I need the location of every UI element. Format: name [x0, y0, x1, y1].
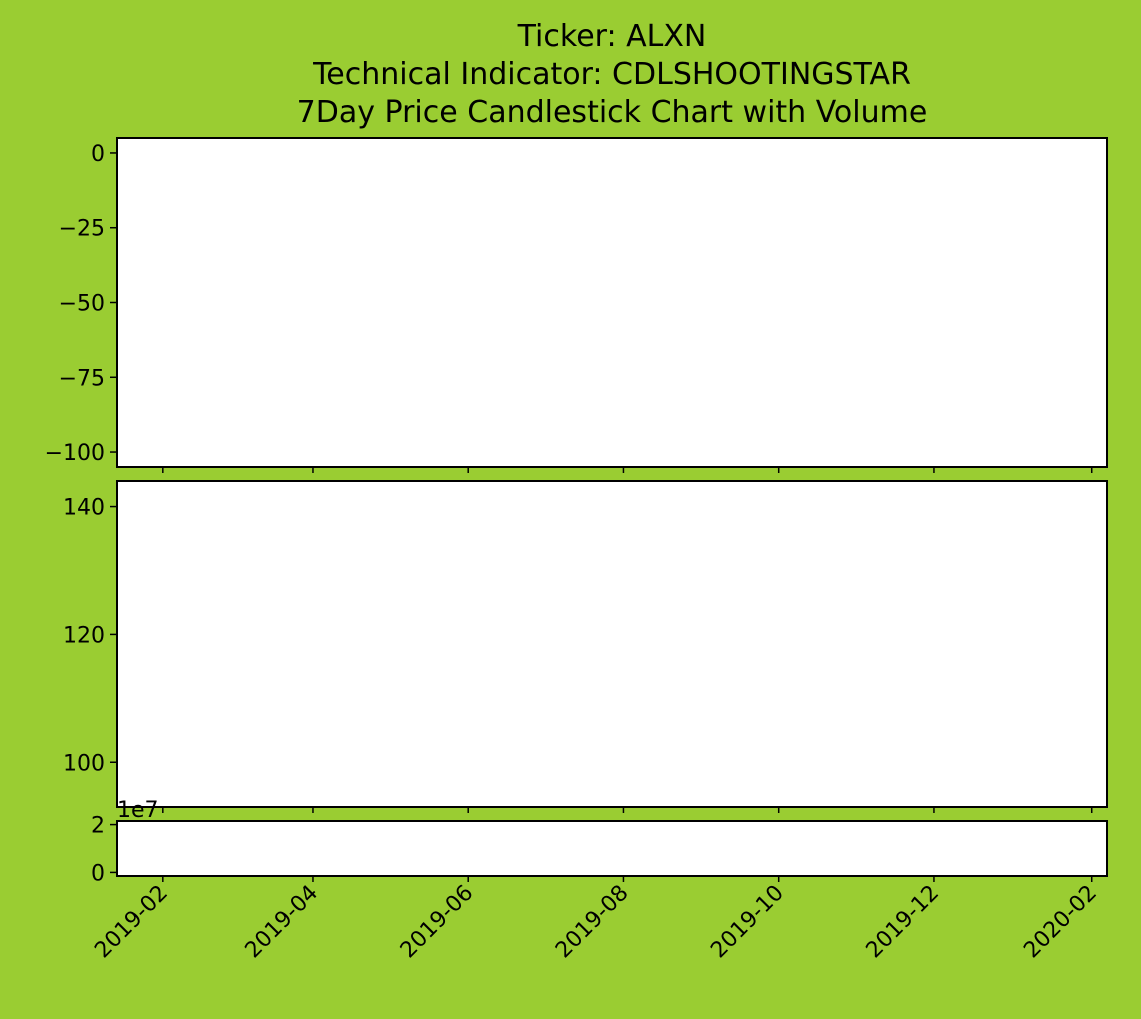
price-ytick-label: 140 — [63, 496, 105, 521]
indicator-ytick-label: −50 — [59, 292, 105, 317]
volume-ytick-label: 2 — [91, 814, 105, 839]
volume-frame — [116, 820, 1108, 877]
price-ytick-label: 100 — [63, 751, 105, 776]
price-frame — [116, 480, 1108, 808]
date-tick-label: 2019-04 — [241, 881, 324, 964]
price-ytick-label: 120 — [63, 623, 105, 648]
volume-ytick-label: 0 — [91, 861, 105, 886]
indicator-frame — [116, 137, 1108, 468]
date-axis: 2019-02 2019-04 2019-06 2019-08 2019-10 2019-… — [90, 881, 1102, 964]
indicator-ytick-label: −100 — [45, 441, 105, 466]
date-tick-label: 2019-10 — [706, 881, 789, 964]
indicator-title: Technical Indicator: CDLSHOOTINGSTAR — [312, 57, 911, 92]
indicator-ytick-label: 0 — [91, 142, 105, 167]
indicator-panel: 0−25−50−75−100CDLSHOOTINGSTAR — [45, 137, 1108, 473]
price-panel: 100 120 140 — [63, 480, 1108, 813]
ticker-title: Ticker: ALXN — [517, 19, 707, 54]
date-tick-label: 2020-02 — [1019, 881, 1102, 964]
indicator-ytick-label: −75 — [59, 366, 105, 391]
volume-panel: 0 2 1e7 — [91, 798, 1108, 886]
chart-title: 7Day Price Candlestick Chart with Volume — [297, 95, 928, 130]
date-tick-label: 2019-12 — [862, 881, 945, 964]
date-tick-label: 2019-02 — [90, 881, 173, 964]
volume-offset-label: 1e7 — [117, 798, 159, 823]
date-tick-label: 2019-08 — [551, 881, 634, 964]
indicator-ytick-label: −25 — [59, 217, 105, 242]
date-tick-label: 2019-06 — [396, 881, 479, 964]
